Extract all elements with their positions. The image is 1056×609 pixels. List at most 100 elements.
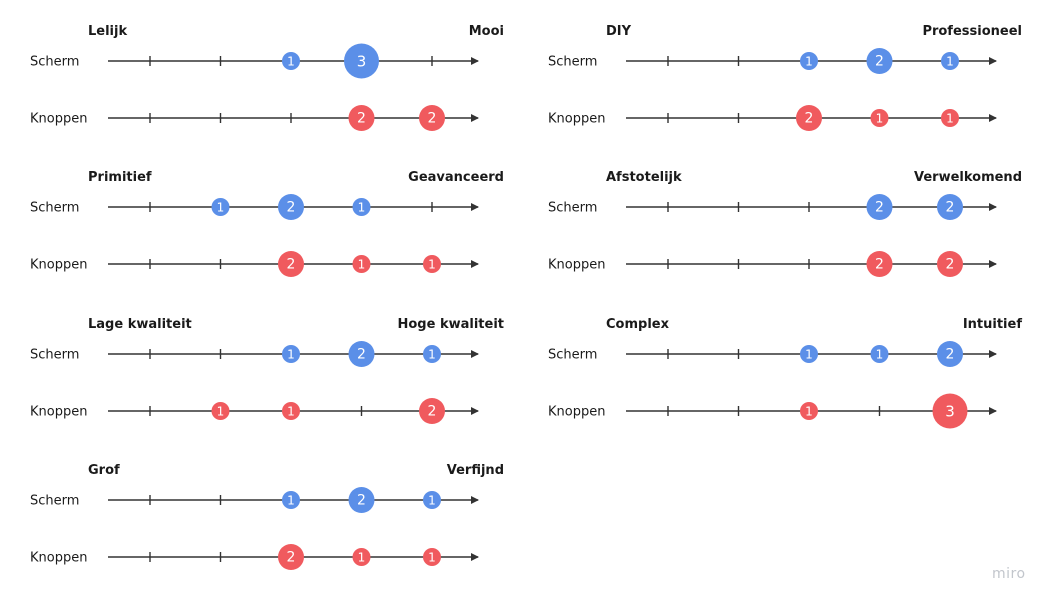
scherm-vote-circle: [866, 48, 893, 74]
scherm-vote-marker: 1: [800, 52, 818, 70]
knoppen-row: Knoppen 2 1 1: [30, 251, 479, 277]
knoppen-vote-circle: [282, 402, 300, 420]
knoppen-vote-count: 2: [428, 111, 437, 127]
scherm-row-label: Scherm: [30, 55, 79, 70]
scherm-vote-circle: [937, 194, 963, 220]
knoppen-vote-marker: 1: [352, 255, 371, 273]
knoppen-vote-count: 2: [946, 257, 955, 273]
knoppen-vote-circle: [870, 109, 889, 127]
knoppen-vote-circle: [352, 548, 371, 566]
scale-block: DIY Professioneel Scherm 1 2 1 Knoppen 2 1 1: [548, 24, 1022, 131]
scherm-vote-count: 1: [287, 55, 295, 69]
knoppen-vote-marker: 2: [278, 544, 304, 570]
knoppen-vote-count: 1: [217, 405, 225, 419]
scherm-vote-count: 2: [875, 54, 884, 70]
scale-left-pole-label: Complex: [606, 317, 670, 332]
scherm-vote-marker: 2: [348, 341, 375, 367]
scherm-vote-marker: 1: [282, 345, 300, 363]
knoppen-vote-count: 1: [287, 405, 295, 419]
scherm-vote-count: 1: [876, 348, 884, 362]
scherm-vote-marker: 2: [937, 194, 963, 220]
knoppen-vote-marker: 2: [419, 398, 445, 424]
scherm-vote-count: 1: [946, 55, 954, 69]
knoppen-vote-circle: [866, 251, 893, 277]
scherm-vote-circle: [211, 198, 230, 216]
scherm-row-label: Scherm: [548, 348, 597, 363]
knoppen-vote-marker: 1: [352, 548, 371, 566]
knoppen-vote-count: 2: [875, 257, 884, 273]
scherm-row: Scherm 1 2 1: [30, 341, 479, 367]
scherm-vote-circle: [870, 345, 889, 363]
scherm-vote-count: 1: [428, 494, 436, 508]
scale-right-pole-label: Verfijnd: [447, 463, 504, 478]
scherm-row: Scherm 1 3: [30, 43, 479, 79]
scherm-vote-marker: 1: [352, 198, 371, 216]
knoppen-vote-count: 1: [876, 112, 884, 126]
scherm-vote-count: 1: [287, 348, 295, 362]
knoppen-vote-count: 2: [428, 404, 437, 420]
knoppen-vote-marker: 1: [282, 402, 300, 420]
scherm-vote-circle: [423, 491, 441, 509]
scale-block: Lelijk Mooi Scherm 1 3 Knoppen 2 2: [30, 24, 504, 131]
knoppen-vote-circle: [932, 393, 968, 429]
knoppen-vote-marker: 2: [419, 105, 445, 131]
scherm-row-label: Scherm: [548, 55, 597, 70]
knoppen-vote-circle: [800, 402, 818, 420]
scherm-vote-count: 2: [946, 200, 955, 216]
scherm-row-label: Scherm: [548, 201, 597, 216]
knoppen-row-label: Knoppen: [548, 258, 605, 273]
scherm-vote-circle: [423, 345, 441, 363]
knoppen-vote-circle: [941, 109, 959, 127]
knoppen-vote-count: 1: [946, 112, 954, 126]
knoppen-vote-circle: [278, 544, 304, 570]
knoppen-row-label: Knoppen: [30, 405, 87, 420]
knoppen-row: Knoppen 2 2: [548, 251, 997, 277]
knoppen-vote-marker: 2: [937, 251, 963, 277]
scherm-vote-marker: 1: [423, 345, 441, 363]
scherm-vote-circle: [348, 341, 375, 367]
knoppen-vote-count: 1: [428, 551, 436, 565]
scale-block: Primitief Geavanceerd Scherm 1 2 1 Knoppen 2 1 1: [30, 170, 504, 277]
knoppen-row: Knoppen 1 1 2: [30, 398, 479, 424]
scherm-vote-count: 1: [358, 201, 366, 215]
scherm-vote-marker: 1: [282, 52, 300, 70]
knoppen-vote-marker: 1: [211, 402, 230, 420]
scherm-vote-circle: [344, 43, 379, 79]
scherm-row-label: Scherm: [30, 201, 79, 216]
scale-block: Grof Verfijnd Scherm 1 2 1 Knoppen 2 1 1: [30, 463, 504, 570]
scherm-row: Scherm 1 2 1: [30, 487, 479, 513]
knoppen-row-label: Knoppen: [30, 258, 87, 273]
scale-right-pole-label: Hoge kwaliteit: [397, 317, 504, 332]
scherm-vote-count: 2: [875, 200, 884, 216]
knoppen-vote-marker: 1: [423, 548, 441, 566]
scale-block: Afstotelijk Verwelkomend Scherm 2 2 Knoppen 2 2: [548, 170, 1022, 277]
scale-right-pole-label: Intuitief: [963, 317, 1023, 332]
scherm-vote-circle: [282, 52, 300, 70]
knoppen-vote-circle: [278, 251, 304, 277]
scherm-vote-count: 1: [428, 348, 436, 362]
scale-left-pole-label: Afstotelijk: [606, 170, 682, 185]
scherm-vote-marker: 1: [870, 345, 889, 363]
scherm-vote-count: 1: [217, 201, 225, 215]
knoppen-vote-count: 1: [428, 258, 436, 272]
scale-left-pole-label: Lelijk: [88, 24, 127, 39]
knoppen-vote-circle: [348, 105, 375, 131]
scherm-vote-circle: [800, 345, 818, 363]
scherm-vote-circle: [278, 194, 304, 220]
knoppen-vote-circle: [352, 255, 371, 273]
scherm-row-label: Scherm: [30, 494, 79, 509]
knoppen-row: Knoppen 2 2: [30, 105, 479, 131]
knoppen-row-label: Knoppen: [548, 405, 605, 420]
scherm-vote-marker: 2: [278, 194, 304, 220]
scherm-vote-marker: 1: [800, 345, 818, 363]
knoppen-vote-count: 1: [805, 405, 813, 419]
knoppen-vote-count: 1: [358, 258, 366, 272]
scherm-vote-marker: 2: [866, 48, 893, 74]
knoppen-vote-count: 2: [357, 111, 366, 127]
scherm-vote-circle: [352, 198, 371, 216]
scherm-vote-marker: 2: [866, 194, 893, 220]
knoppen-row-label: Knoppen: [30, 112, 87, 127]
scherm-vote-count: 1: [287, 494, 295, 508]
